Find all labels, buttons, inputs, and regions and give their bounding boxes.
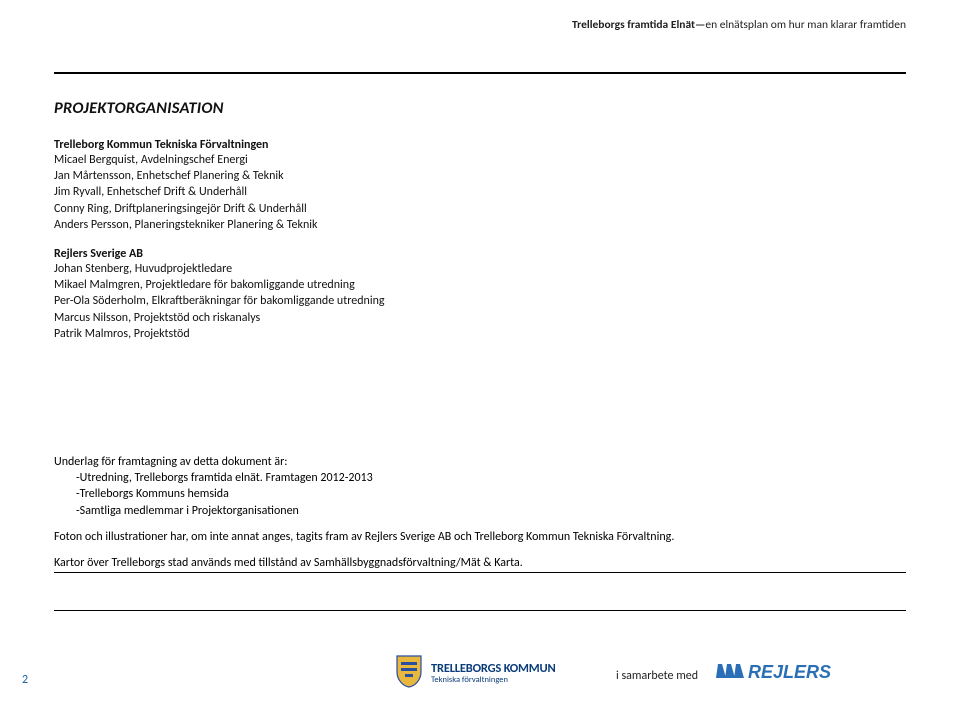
- page-number: 2: [22, 673, 28, 687]
- rule-bottom: [54, 610, 906, 611]
- org1-heading: Trelleborg Kommun Tekniska Förvaltningen: [54, 138, 854, 152]
- main-content: PROJEKTORGANISATION Trelleborg Kommun Te…: [54, 98, 854, 356]
- underlag-lead: Underlag för framtagning av detta dokume…: [54, 454, 906, 470]
- org1-line: Conny Ring, Driftplaneringsingejör Drift…: [54, 201, 854, 217]
- org2-line: Johan Stenberg, Huvudprojektledare: [54, 261, 854, 277]
- kommun-text: TRELLEBORGS KOMMUN Tekniska förvaltninge…: [431, 663, 555, 684]
- samarbete-label: i samarbete med: [616, 669, 698, 683]
- org1-line: Anders Persson, Planeringstekniker Plane…: [54, 217, 854, 233]
- document-page: Trelleborgs framtida Elnät—en elnätsplan…: [0, 0, 960, 707]
- section-title: PROJEKTORGANISATION: [54, 98, 854, 118]
- org-block-2: Rejlers Sverige AB Johan Stenberg, Huvud…: [54, 247, 854, 342]
- rule-mid: [54, 572, 906, 573]
- kommun-name: TRELLEBORGS KOMMUN: [431, 663, 555, 676]
- org2-line: Marcus Nilsson, Projektstöd och riskanal…: [54, 310, 854, 326]
- org2-heading: Rejlers Sverige AB: [54, 247, 854, 261]
- lower-block: Underlag för framtagning av detta dokume…: [54, 454, 906, 571]
- running-header: Trelleborgs framtida Elnät—en elnätsplan…: [572, 18, 906, 32]
- org-block-1: Trelleborg Kommun Tekniska Förvaltningen…: [54, 138, 854, 233]
- running-header-rest: en elnätsplan om hur man klarar framtide…: [705, 18, 906, 32]
- org2-line: Patrik Malmros, Projektstöd: [54, 326, 854, 342]
- underlag-item: -Trelleborgs Kommuns hemsida: [54, 486, 906, 502]
- para-maps: Kartor över Trelleborgs stad används med…: [54, 555, 906, 571]
- crest-icon: [395, 654, 423, 693]
- org1-line: Jim Ryvall, Enhetschef Drift & Underhåll: [54, 184, 854, 200]
- kommun-sub: Tekniska förvaltningen: [431, 676, 555, 685]
- org2-line: Per-Ola Söderholm, Elkraftberäkningar fö…: [54, 293, 854, 309]
- running-header-bold: Trelleborgs framtida Elnät—: [572, 18, 705, 32]
- rule-top: [54, 72, 906, 74]
- rejlers-text: REJLERS: [748, 662, 831, 682]
- org1-line: Jan Mårtensson, Enhetschef Planering & T…: [54, 168, 854, 184]
- para-photos: Foton och illustrationer har, om inte an…: [54, 529, 906, 545]
- footer: 2 TRELLEBORGS KOMMUN Tekniska förvaltnin…: [0, 653, 960, 693]
- rejlers-logo: REJLERS: [716, 658, 856, 689]
- org2-line: Mikael Malmgren, Projektledare för bakom…: [54, 277, 854, 293]
- org1-line: Micael Bergquist, Avdelningschef Energi: [54, 152, 854, 168]
- underlag-item: -Samtliga medlemmar i Projektorganisatio…: [54, 503, 906, 519]
- underlag-item: -Utredning, Trelleborgs framtida elnät. …: [54, 470, 906, 486]
- footer-kommun: TRELLEBORGS KOMMUN Tekniska förvaltninge…: [395, 654, 555, 693]
